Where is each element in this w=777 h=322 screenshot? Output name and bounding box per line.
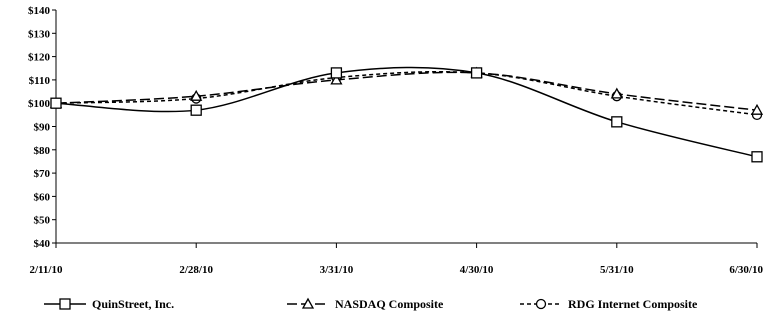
data-point-quinstreet-1 [190,104,202,116]
legend-label: RDG Internet Composite [568,297,698,311]
legend-swatch-marker [59,298,71,310]
x-tick-label: 6/30/10 [729,264,763,276]
legend-label: QuinStreet, Inc. [92,297,174,311]
x-tick-label: 5/31/10 [600,264,634,276]
data-point-quinstreet-3 [470,67,483,79]
y-tick-label: $50 [34,215,51,227]
y-tick-label: $110 [29,75,51,87]
x-tick-label: 3/31/10 [320,264,354,276]
y-axis-ticks: $40 $50 $60 $70 $80 $90 $100 $110 $120 $130 $140 [28,5,56,250]
y-tick-label: $120 [28,52,51,64]
data-point-nasdaq-5 [750,103,764,115]
data-point-nasdaq-4 [610,87,623,99]
y-tick-label: $80 [34,145,51,157]
y-tick-label: $90 [34,122,51,134]
series-lines [49,66,764,163]
legend: QuinStreet, Inc. NASDAQ Composite RDG Inte… [44,297,698,311]
axes [55,10,757,244]
series-line-rdg-internet [55,70,758,116]
legend-item-nasdaq: NASDAQ Composite [287,297,444,311]
series-nasdaq [49,66,764,115]
legend-item-rdg-internet: RDG Internet Composite [520,297,698,311]
y-tick-label: $40 [34,238,51,250]
legend-swatch-marker [535,298,547,310]
data-point-nasdaq-2 [330,73,343,85]
legend-swatch-marker [301,297,315,309]
y-tick-label: $70 [34,168,51,180]
data-point-quinstreet-4 [611,116,623,128]
x-tick-label: 4/30/10 [460,264,494,276]
data-point-nasdaq-1 [190,89,203,101]
legend-label: NASDAQ Composite [335,297,444,311]
series-line-quinstreet [55,66,758,158]
y-tick-label: $60 [34,191,51,203]
y-tick-label: $140 [28,5,51,17]
legend-item-quinstreet: QuinStreet, Inc. [44,297,174,311]
data-point-quinstreet-2 [330,67,343,79]
x-tick-label: 2/11/10 [29,264,63,276]
y-tick-label: $130 [28,28,51,40]
data-point-quinstreet-5 [751,151,763,163]
y-tick-label: $100 [28,98,51,110]
data-point-quinstreet-0 [50,97,62,109]
x-tick-label: 2/28/10 [179,264,213,276]
series-line-nasdaq [55,71,758,111]
x-axis-ticks: 2/11/10 2/28/10 3/31/10 4/30/10 5/31/10 6/30/… [29,243,763,276]
series-quinstreet [50,66,763,163]
